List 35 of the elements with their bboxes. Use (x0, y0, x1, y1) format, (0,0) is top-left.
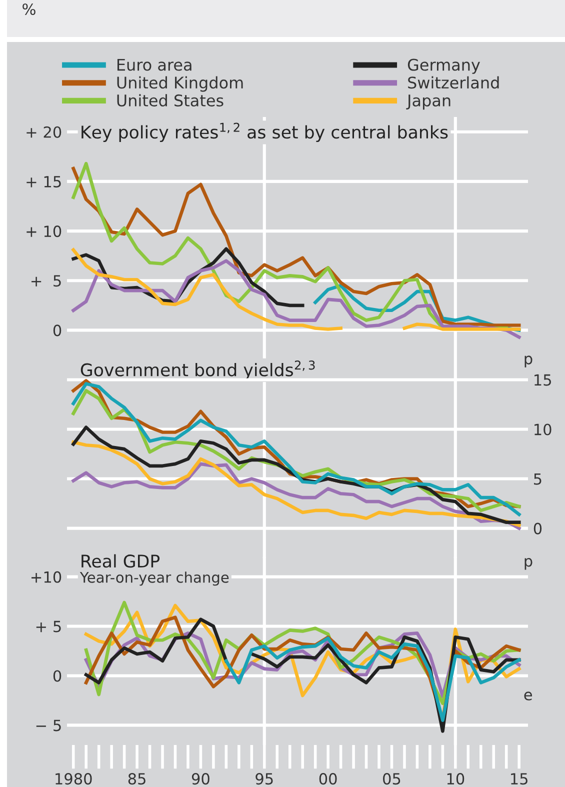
y-tick-label: 0 (53, 670, 62, 682)
x-tick-label: 10 (447, 773, 464, 785)
legend-label: Switzerland (408, 76, 499, 89)
y2-tick-label: 10 (534, 424, 552, 436)
y-axis-title: % (22, 3, 36, 16)
y-tick-label: + 5 (36, 620, 61, 632)
x-tick-label: 1980 (56, 773, 92, 785)
y-tick-label: + 15 (26, 176, 61, 188)
text: Year-on-year change (80, 572, 229, 586)
y2-tick-label: 0 (534, 522, 542, 534)
chart-title: Real GDP (82, 554, 160, 568)
chart-title: Key policy rates$^{1,2}$ as set by central banks (82, 122, 448, 142)
x-tick-label: 90 (192, 773, 210, 785)
legend-label: United Kingdom (117, 76, 243, 92)
annotation: e (524, 692, 532, 700)
x-tick-label: 95 (256, 773, 273, 785)
y-tick-label: +10 (32, 571, 62, 583)
legend-label: Japan (406, 94, 450, 110)
y2-tick-label: 15 (534, 374, 551, 386)
y-tick-label: − 5 (36, 720, 61, 732)
y-tick-label: + 10 (26, 226, 62, 238)
y-tick-label: 0 (53, 324, 62, 336)
annotation: p (524, 356, 532, 368)
chart-title: Government bond yields$^{2,3}$ (80, 360, 315, 380)
annotation: p (524, 558, 532, 570)
legend-label: United States (117, 94, 224, 107)
x-tick-label: 00 (319, 773, 337, 785)
y-tick-label: + 20 (26, 126, 62, 138)
y2-tick-label: 5 (534, 473, 542, 485)
legend-label: Germany (408, 58, 480, 74)
x-tick-label: 15 (511, 773, 528, 785)
x-tick-label: 05 (383, 773, 400, 785)
x-tick-label: 85 (128, 773, 146, 785)
y-tick-label: + 5 (32, 275, 61, 287)
legend-label: Euro area (117, 58, 192, 71)
